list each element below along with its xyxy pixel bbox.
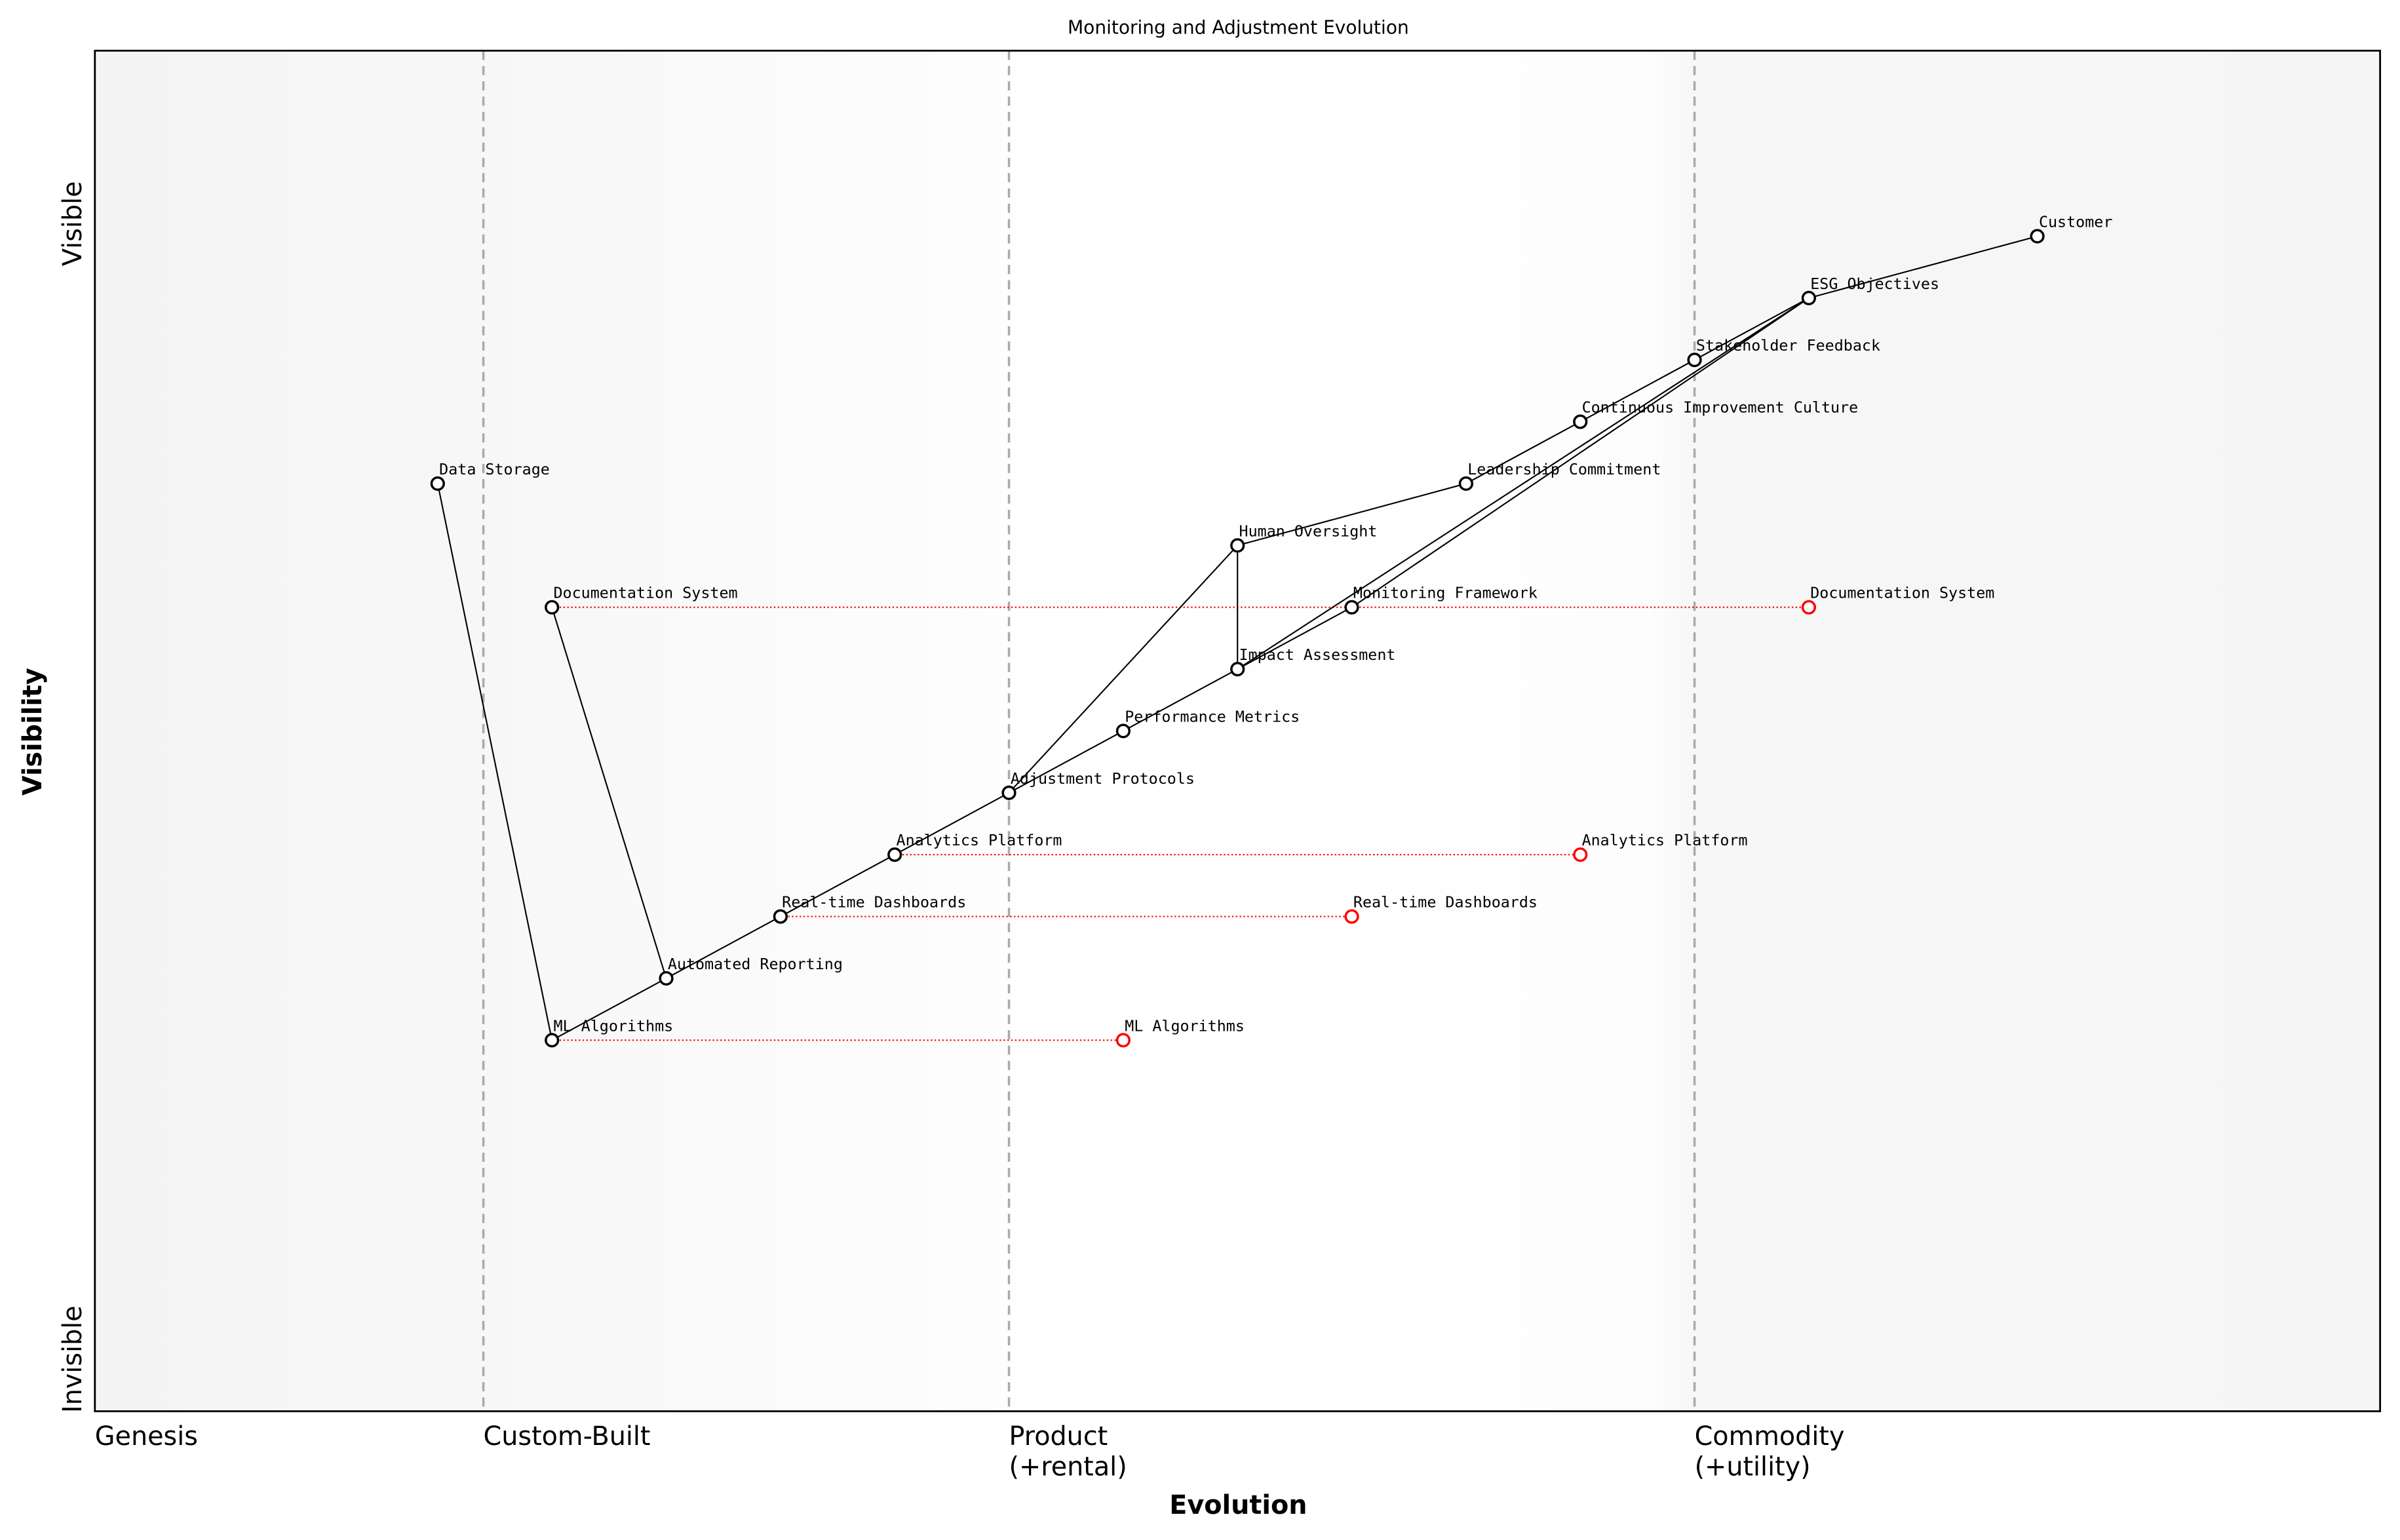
component-label: Real-time Dashboards [782, 893, 966, 912]
link-line [666, 915, 781, 979]
component-point [1230, 538, 1245, 553]
y-axis-label: Visibility [18, 668, 48, 796]
link-line [1237, 606, 1353, 670]
evolved-label: ML Algorithms [1125, 1016, 1245, 1035]
x-axis-label: Evolution [1169, 1490, 1307, 1520]
evolved-point [1801, 600, 1817, 615]
stage-label: Custom-Built [484, 1421, 651, 1452]
component-label: Adjustment Protocols [1011, 769, 1195, 788]
component-label: Stakeholder Feedback [1696, 336, 1880, 355]
component-point [659, 971, 674, 986]
component-point [1801, 290, 1817, 305]
component-label: Performance Metrics [1125, 707, 1300, 725]
component-point [430, 476, 445, 491]
plot-background [94, 50, 2380, 1412]
component-point [2030, 229, 2045, 244]
evolved-label: Documentation System [1810, 584, 1994, 602]
link-line [780, 854, 895, 917]
component-point [773, 909, 788, 924]
component-label: ML Algorithms [554, 1016, 674, 1035]
component-point [1230, 661, 1245, 677]
link-line [551, 978, 667, 1041]
link-line [551, 607, 667, 979]
component-point [1687, 353, 1702, 368]
y-tick-visible: Visible [58, 181, 88, 266]
component-label: Impact Assessment [1239, 645, 1396, 664]
component-label: Customer [2039, 212, 2112, 231]
evolved-label: Real-time Dashboards [1353, 893, 1538, 912]
link-line [1694, 297, 1810, 361]
stage-label: Product (+rental) [1009, 1421, 1127, 1482]
link-line [1465, 421, 1581, 484]
component-label: Continuous Improvement Culture [1582, 398, 1859, 417]
component-label: Analytics Platform [897, 831, 1062, 849]
link-line [436, 483, 553, 1041]
component-point [1573, 414, 1588, 429]
component-point [545, 1033, 560, 1048]
component-label: Monitoring Framework [1353, 584, 1538, 602]
link-line [1808, 235, 2038, 299]
evolved-point [1115, 1033, 1131, 1048]
component-label: Documentation System [554, 584, 738, 602]
component-label: ESG Objectives [1810, 275, 1939, 293]
link-line [894, 792, 1010, 856]
evolved-point [1344, 909, 1359, 924]
y-tick-invisible: Invisible [58, 1305, 88, 1413]
component-point [1115, 723, 1131, 739]
link-line [1008, 545, 1238, 794]
stage-label: Genesis [95, 1421, 198, 1452]
component-label: Automated Reporting [668, 955, 843, 973]
plot-frame [94, 49, 2382, 1412]
component-point [887, 847, 902, 862]
component-point [1344, 600, 1359, 615]
link-line [1579, 359, 1695, 423]
evolved-label: Analytics Platform [1582, 831, 1748, 849]
component-point [545, 600, 560, 615]
chart-title: Monitoring and Adjustment Evolution [1068, 17, 1409, 39]
link-line [1237, 482, 1467, 547]
link-line [1123, 668, 1238, 732]
stage-label: Commodity (+utility) [1695, 1421, 1845, 1482]
component-label: Data Storage [439, 460, 550, 478]
component-label: Human Oversight [1239, 522, 1378, 540]
component-label: Leadership Commitment [1467, 460, 1661, 478]
link-line [1351, 297, 1810, 608]
evolved-point [1573, 847, 1588, 862]
link-line [1009, 730, 1124, 794]
component-point [1001, 785, 1016, 800]
link-line [1237, 297, 1810, 670]
component-point [1458, 476, 1473, 491]
